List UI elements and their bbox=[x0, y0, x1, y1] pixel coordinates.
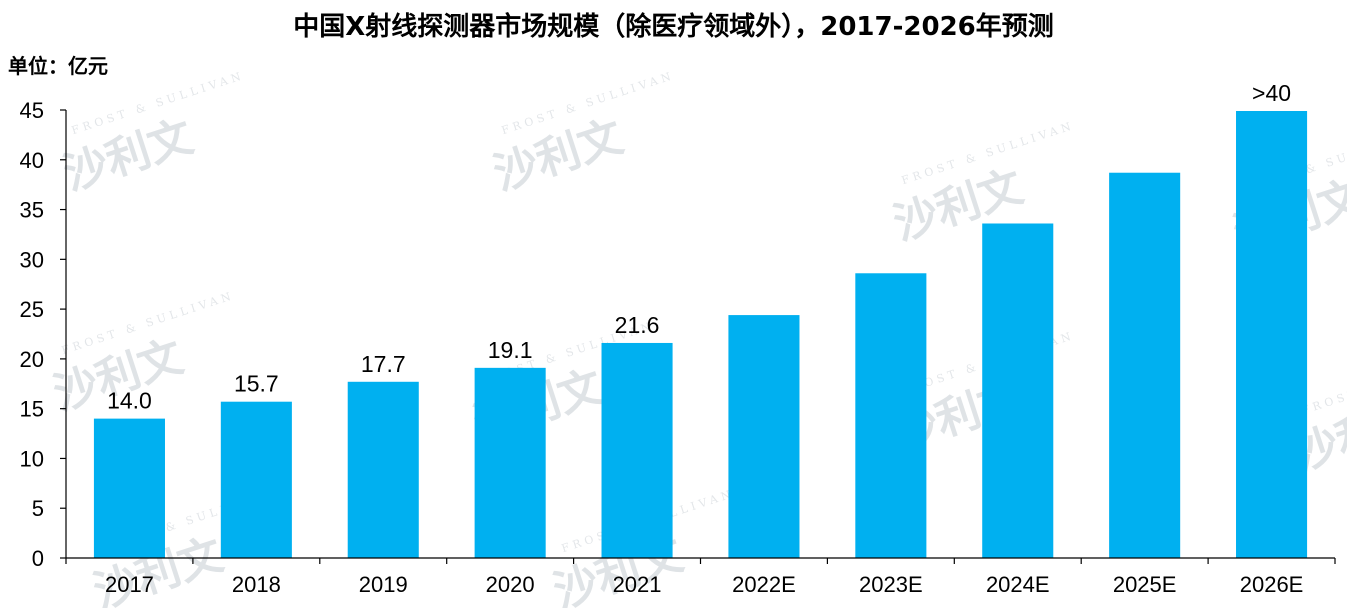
x-tick-label-2024E: 2024E bbox=[986, 572, 1050, 597]
bar-2021 bbox=[601, 342, 673, 558]
x-tick-label-2020: 2020 bbox=[486, 572, 535, 597]
bar-2020 bbox=[474, 367, 546, 558]
axes-group: 0 5 10 15 20 25 30 35 40 45 bbox=[20, 98, 1336, 571]
x-tick-label-2023E: 2023E bbox=[859, 572, 923, 597]
y-tick-label-10: 10 bbox=[20, 446, 44, 471]
x-tick-label-2025E: 2025E bbox=[1113, 572, 1177, 597]
data-label-2019: 17.7 bbox=[361, 351, 406, 377]
y-tick-label-5: 5 bbox=[32, 496, 44, 521]
y-tick-label-20: 20 bbox=[20, 347, 44, 372]
unit-label: 单位：亿元 bbox=[8, 54, 108, 78]
data-label-2020: 19.1 bbox=[488, 337, 533, 363]
bar-2023E bbox=[855, 273, 927, 558]
bar-2025E bbox=[1109, 172, 1181, 558]
bars-group bbox=[93, 110, 1308, 559]
bar-2017 bbox=[93, 418, 165, 558]
x-tick-label-2017: 2017 bbox=[105, 572, 154, 597]
y-tick-label-35: 35 bbox=[20, 198, 44, 223]
data-label-2021: 21.6 bbox=[615, 312, 660, 338]
y-tick-label-40: 40 bbox=[20, 148, 44, 173]
x-tick-label-2022E: 2022E bbox=[732, 572, 796, 597]
bar-2026E bbox=[1236, 110, 1308, 559]
y-tick-label-30: 30 bbox=[20, 247, 44, 272]
bar-2022E bbox=[728, 315, 800, 558]
bar-2019 bbox=[347, 381, 419, 558]
data-label-2017: 14.0 bbox=[107, 388, 152, 414]
y-tick-label-0: 0 bbox=[32, 546, 44, 571]
bar-2024E bbox=[982, 223, 1054, 558]
chart-title: 中国X射线探测器市场规模（除医疗领域外），2017-2026年预测 bbox=[293, 12, 1054, 42]
x-tick-label-2021: 2021 bbox=[613, 572, 662, 597]
x-tick-label-2018: 2018 bbox=[232, 572, 281, 597]
data-label-2018: 15.7 bbox=[234, 371, 279, 397]
y-tick-label-25: 25 bbox=[20, 297, 44, 322]
x-tick-label-2026E: 2026E bbox=[1240, 572, 1304, 597]
data-label-2026E: >40 bbox=[1252, 80, 1291, 106]
x-tick-label-2019: 2019 bbox=[359, 572, 408, 597]
y-tick-label-45: 45 bbox=[20, 98, 44, 123]
labels-group: 14.0 2017 15.7 2018 17.7 2019 19.1 2020 21.6 2021… bbox=[105, 80, 1303, 597]
bar-2018 bbox=[220, 401, 292, 558]
y-tick-label-15: 15 bbox=[20, 397, 44, 422]
